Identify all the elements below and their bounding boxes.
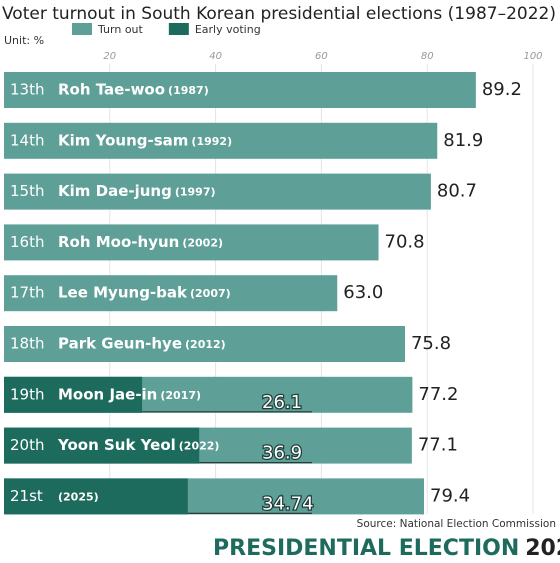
x-tick-label: 20 [103, 51, 116, 62]
year: (1987) [168, 84, 209, 97]
chart-title: Voter turnout in South Korean presidenti… [2, 4, 556, 24]
early-bar [4, 478, 188, 515]
bar [4, 122, 438, 159]
early-bar [4, 376, 143, 413]
value-label: 80.7 [437, 181, 477, 202]
x-tick-label: 60 [315, 51, 328, 62]
name: Moon Jae-in [58, 385, 157, 403]
legend-label: Turn out [97, 23, 144, 36]
ordinal: 15th [10, 182, 44, 200]
value-label: 70.8 [385, 231, 425, 252]
ordinal: 16th [10, 233, 44, 251]
ordinal: 21st [10, 487, 43, 505]
ordinal: 18th [10, 335, 44, 353]
name: Lee Myung-bak [58, 284, 188, 302]
year: (2007) [190, 287, 231, 300]
value-label: 75.8 [411, 333, 451, 354]
legend-swatch [168, 23, 189, 35]
year: (2022) [179, 440, 220, 453]
footer-title: PRESIDENTIAL ELECTION [213, 536, 519, 561]
early-value-label: 26.1 [262, 392, 302, 413]
value-label: 63.0 [343, 282, 383, 303]
bar [4, 326, 405, 362]
name: Kim Young-sam [58, 131, 188, 149]
ordinal: 17th [10, 284, 44, 302]
year: (1997) [175, 186, 216, 199]
bar [4, 72, 476, 108]
legend-swatch [72, 23, 92, 35]
value-label: 79.4 [430, 485, 470, 506]
x-tick-label: 40 [209, 51, 222, 62]
early-value-label: 34.74 [262, 493, 314, 514]
source: Source: National Election Commission [357, 518, 556, 530]
name: Park Geun-hye [58, 335, 182, 353]
legend-label: Early voting [195, 23, 261, 36]
year: (2025) [58, 490, 99, 503]
year: (2017) [160, 389, 201, 402]
x-tick-label: 100 [523, 51, 542, 62]
year: (2012) [185, 338, 226, 351]
name: Roh Tae-woo [58, 81, 165, 99]
footer-year: 2025 [525, 536, 560, 561]
ordinal: 20th [10, 436, 44, 454]
early-bar [4, 427, 200, 464]
value-label: 81.9 [443, 130, 483, 151]
early-value-label: 36.9 [262, 443, 302, 464]
name: Yoon Suk Yeol [57, 436, 176, 454]
bar [4, 224, 379, 261]
value-label: 89.2 [482, 79, 522, 100]
ordinal: 19th [10, 385, 44, 403]
value-label: 77.2 [418, 384, 458, 405]
x-tick-label: 80 [421, 51, 434, 62]
name: Roh Moo-hyun [58, 233, 179, 251]
ordinal: 13th [10, 81, 44, 99]
bar [4, 173, 431, 210]
bar [4, 275, 338, 312]
name: Kim Dae-jung [58, 182, 172, 200]
unit-label: Unit: % [4, 34, 44, 47]
year: (1992) [191, 135, 232, 148]
year: (2002) [182, 236, 223, 249]
value-label: 77.1 [418, 435, 458, 456]
ordinal: 14th [10, 131, 44, 149]
